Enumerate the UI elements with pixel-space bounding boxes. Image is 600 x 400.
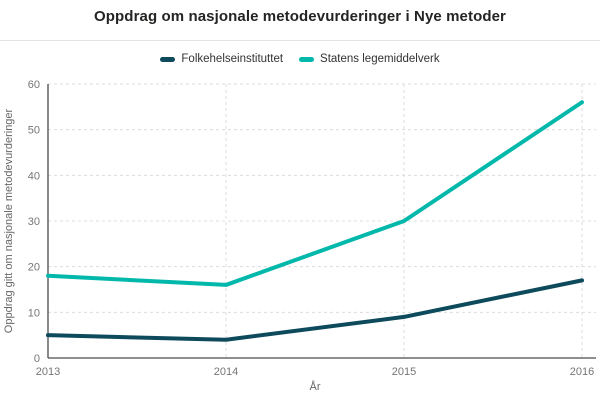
y-tick-label-50: 50 <box>28 125 40 137</box>
x-tick-label-2015: 2015 <box>392 366 416 378</box>
y-tick-label-0: 0 <box>34 353 40 365</box>
series-line-folkehelseinstituttet[interactable] <box>46 278 584 342</box>
x-tick-label-2013: 2013 <box>36 366 60 378</box>
legend-swatch-statens-legemiddelverk <box>299 56 315 62</box>
x-tick-label-2016: 2016 <box>570 366 594 378</box>
legend-swatch-folkehelseinstituttet <box>160 56 176 62</box>
series-line-statens-legemiddelverk[interactable] <box>46 100 584 287</box>
y-tick-label-40: 40 <box>28 170 40 182</box>
y-tick-label-10: 10 <box>28 307 40 319</box>
x-axis-title: År <box>310 380 321 393</box>
legend-item-statens-legemiddelverk[interactable]: Statens legemiddelverk <box>299 53 440 65</box>
y-tick-label-60: 60 <box>28 79 40 91</box>
legend-item-folkehelseinstituttet[interactable]: Folkehelseinstituttet <box>160 53 283 65</box>
y-axis-title: Oppdrag gitt om nasjonale metodevurderin… <box>3 108 15 333</box>
legend: Folkehelseinstituttet Statens legemiddel… <box>0 53 600 65</box>
legend-label-statens-legemiddelverk: Statens legemiddelverk <box>320 53 440 65</box>
x-tick-label-2014: 2014 <box>214 366 238 378</box>
legend-label-folkehelseinstituttet: Folkehelseinstituttet <box>181 53 284 65</box>
title-divider <box>0 40 600 41</box>
y-tick-label-30: 30 <box>28 216 40 228</box>
y-tick-label-20: 20 <box>28 262 40 274</box>
chart-svg: 0 10 20 30 40 50 60 2013 2014 2015 2016 År Oppdrag g… <box>3 79 596 393</box>
chart-title: Oppdrag om nasjonale metodevurderinger i… <box>94 8 506 25</box>
